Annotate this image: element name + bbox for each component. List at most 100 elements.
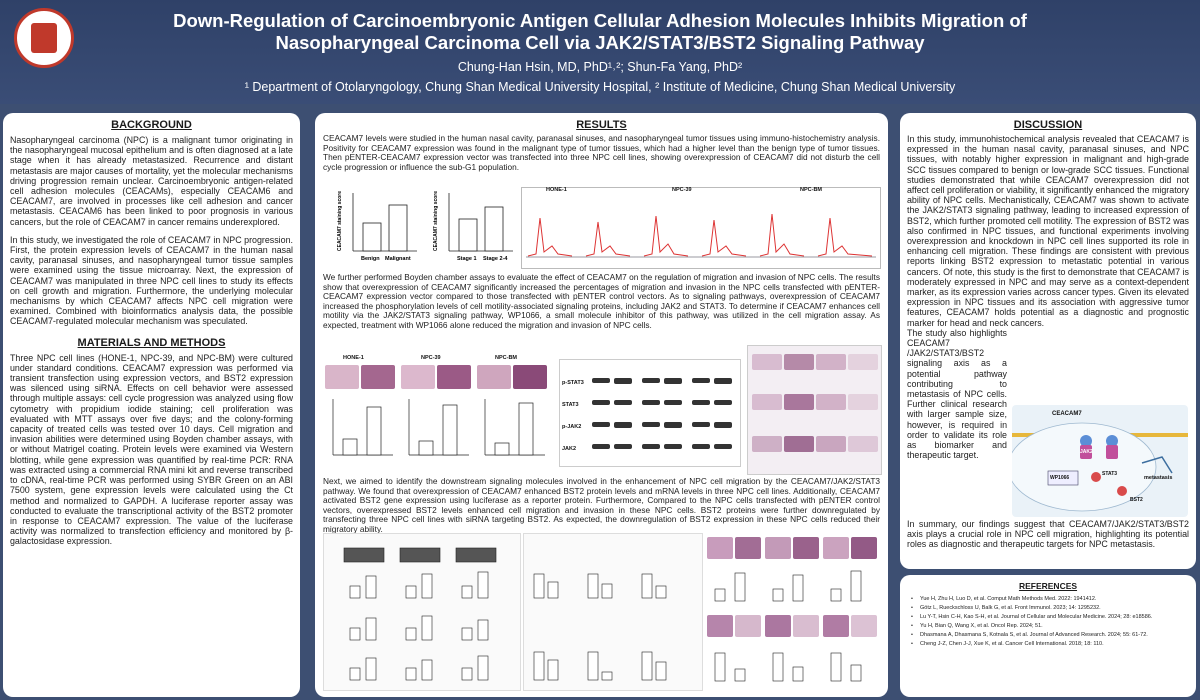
poster-title: Down-Regulation of Carcinoembryonic Anti…	[90, 10, 1110, 54]
bst2-migration-figure	[705, 533, 880, 689]
bst2-migration-image-11	[823, 615, 849, 637]
diagram-label-jak2: JAK2	[1080, 449, 1093, 455]
bst2-migration-image-12	[851, 615, 877, 637]
migration-label-npcbm: NPC-BM	[495, 355, 517, 361]
reference-2: Götz L, Rueckschloss U, Balk G, et al. F…	[908, 604, 1188, 613]
chart2-x-label-2: Stage 2-4	[483, 256, 508, 262]
blot-label-pstat3: p-STAT3	[562, 380, 584, 386]
wp1066-image-10	[784, 436, 814, 452]
wp1066-image-8	[848, 394, 878, 410]
diagram-label-stat3: STAT3	[1102, 471, 1118, 477]
sirna-bars	[533, 573, 667, 681]
discussion-paragraph-1: In this study, immunohistochemical analy…	[907, 134, 1189, 328]
results-paragraph-1: CEACAM7 levels were studied in the human…	[323, 133, 880, 172]
title-line-1: Down-Regulation of Carcinoembryonic Anti…	[173, 10, 1027, 31]
reference-1: Yue H, Zhu H, Luo D, et al. Comput Math …	[908, 595, 1188, 604]
bar-stage-2-4	[484, 206, 504, 252]
discussion-heading: DISCUSSION	[1013, 119, 1083, 131]
bst2-migration-image-2	[735, 537, 761, 559]
results-paragraph-2: We further performed Boyden chamber assa…	[323, 272, 880, 330]
discussion-paragraph-2: The study also highlights CEACAM7 /JAK2/…	[907, 327, 1007, 461]
reference-3: Lu Y-T, Hsin C-H, Kao S-H, et al. Journa…	[908, 613, 1188, 622]
blot-label-stat3: STAT3	[562, 402, 579, 408]
bst2-migration-image-3	[765, 537, 791, 559]
migration-label-hone1: HONE-1	[343, 355, 364, 361]
wp1066-image-5	[752, 394, 782, 410]
discussion-paragraph-3: In summary, our findings suggest that CE…	[907, 519, 1189, 550]
blot-bands	[592, 378, 732, 449]
migration-image-5	[477, 365, 511, 389]
bar-benign	[362, 222, 382, 252]
reference-5: Dhasmana A, Dhasmana S, Kotnala S, et al…	[908, 631, 1188, 640]
migration-figure: HONE-1 NPC-39 NPC-BM	[323, 355, 551, 473]
migration-image-1	[325, 365, 359, 389]
wp1066-image-4	[848, 354, 878, 370]
background-heading: BACKGROUND	[111, 119, 192, 131]
wp1066-image-6	[784, 394, 814, 410]
background-paragraph-2: In this study, we investigated the role …	[10, 234, 293, 327]
cell-line-label-npc39: NPC-39	[672, 187, 692, 193]
reference-4: Yu H, Bian Q, Wang X, et al. Oncol Rep. …	[908, 622, 1188, 631]
methods-paragraph: Three NPC cell lines (HONE-1, NPC-39, an…	[10, 352, 293, 547]
diagram-label-metastasis: metastasis	[1144, 475, 1173, 481]
figure-row-1: Benign Malignant CEACAM7 staining score …	[323, 185, 881, 271]
bst2-migration-image-4	[793, 537, 819, 559]
results-heading: RESULTS	[576, 119, 627, 131]
bst2-migration-image-8	[735, 615, 761, 637]
wp1066-image-12	[848, 436, 878, 452]
cell-line-label-hone1: HONE-1	[546, 187, 567, 193]
migration-image-4	[437, 365, 471, 389]
staining-score-chart-benign-malignant: Benign Malignant CEACAM7 staining score	[337, 191, 417, 262]
bst2-migration-image-9	[765, 615, 791, 637]
wp1066-image-1	[752, 354, 782, 370]
blot-label-pjak2: p-JAK2	[562, 424, 582, 430]
wp1066-image-3	[816, 354, 846, 370]
title-line-2: Nasopharyngeal Carcinoma Cell via JAK2/S…	[275, 32, 925, 53]
discussion-panel: DISCUSSION In this study, immunohistoche…	[900, 113, 1196, 569]
migration-label-npc39: NPC-39	[421, 355, 441, 361]
bar-stage-1	[458, 218, 478, 252]
diagram-label-wp1066: WP1066	[1050, 475, 1070, 481]
bst2-migration-image-6	[851, 537, 877, 559]
authors: Chung-Han Hsin, MD, PhD¹˒²; Shun-Fa Yang…	[457, 60, 743, 74]
results-paragraph-3: Next, we aimed to identify the downstrea…	[323, 476, 880, 534]
background-paragraph-1: Nasopharyngeal carcinoma (NPC) is a mali…	[10, 135, 293, 227]
poster-header: Down-Regulation of Carcinoembryonic Anti…	[0, 0, 1200, 104]
chart2-x-label-1: Stage 1	[457, 256, 477, 262]
wp1066-image-2	[784, 354, 814, 370]
affiliations: ¹ Department of Otolaryngology, Chung Sh…	[244, 80, 956, 94]
references-panel: REFERENCES Yue H, Zhu H, Luo D, et al. C…	[900, 575, 1196, 697]
figure-row-2: HONE-1 NPC-39 NPC-BM p-STAT3 STAT3 p-JAK…	[323, 345, 882, 475]
cell-line-label-npcbm: NPC-BM	[800, 187, 822, 193]
reference-6: Cheng J-Z, Chen J-J, Xue K, et al. Cance…	[908, 640, 1188, 649]
flow-cytometry-figure: HONE-1 NPC-39 NPC-BM	[521, 187, 881, 269]
sirna-figure	[523, 533, 703, 691]
diagram-label-ceacam7: CEACAM7	[1052, 411, 1082, 417]
bst2-migration-image-1	[707, 537, 733, 559]
bst2-bars	[343, 547, 497, 681]
western-blot-figure: p-STAT3 STAT3 p-JAK2 JAK2	[559, 359, 741, 467]
migration-image-2	[361, 365, 395, 389]
wp1066-image-7	[816, 394, 846, 410]
migration-bar-charts	[332, 399, 545, 456]
figure-row-3	[323, 533, 880, 691]
flow-histograms	[526, 213, 876, 258]
staining-score-chart-stage: Stage 1 Stage 2-4 CEACAM7 staining score	[433, 191, 513, 262]
university-logo-icon	[14, 8, 74, 68]
left-panel: BACKGROUND Nasopharyngeal carcinoma (NPC…	[3, 113, 300, 697]
bar-malignant	[388, 204, 408, 252]
chart1-x-label-2: Malignant	[385, 256, 411, 262]
pathway-diagram: CEACAM7 JAK2 STAT3 WP1066 BST2 metastasi…	[1007, 405, 1188, 517]
bst2-migration-image-10	[793, 615, 819, 637]
bst2-migration-bars	[714, 570, 862, 682]
chart1-x-label-1: Benign	[361, 256, 380, 262]
bst2-migration-image-5	[823, 537, 849, 559]
diagram-label-bst2: BST2	[1130, 497, 1143, 503]
blot-label-jak2: JAK2	[562, 446, 577, 452]
bst2-migration-image-7	[707, 615, 733, 637]
pathway-diagram-graphic	[1007, 422, 1188, 512]
chart1-y-label: CEACAM7 staining score	[337, 191, 343, 251]
wp1066-figure	[747, 345, 882, 475]
references-heading: REFERENCES	[1018, 581, 1078, 591]
results-panel: RESULTS CEACAM7 levels were studied in t…	[315, 113, 888, 697]
